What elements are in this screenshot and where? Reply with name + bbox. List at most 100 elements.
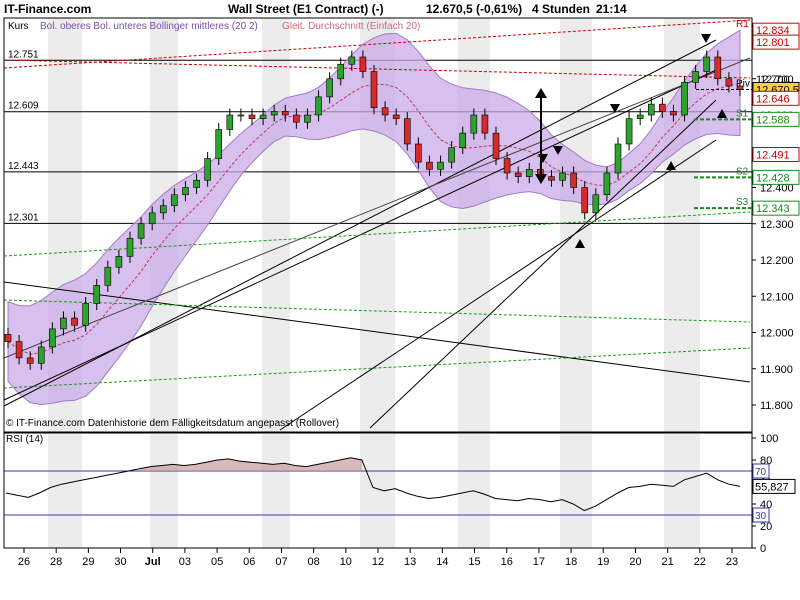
trendline — [3, 57, 751, 359]
chart-title: Wall Street (E1 Contract) (-) — [228, 2, 384, 16]
main-frame — [3, 17, 753, 433]
candle-body — [182, 187, 189, 196]
candle-body — [304, 114, 311, 123]
rsi-current-box — [752, 478, 796, 494]
candle-body — [49, 328, 56, 348]
arrow-up-icon — [535, 88, 547, 98]
signal-up-icon — [575, 239, 585, 248]
candle-body — [315, 96, 322, 116]
level-box — [752, 34, 800, 50]
day-band — [262, 18, 290, 432]
candle-body — [93, 285, 101, 304]
candle-body — [171, 194, 178, 206]
level-value: 12.343 — [756, 203, 790, 215]
signal-up-icon — [666, 161, 676, 170]
candle-body — [681, 82, 688, 116]
candle-body — [392, 114, 400, 119]
x-tick-label: 29 — [82, 556, 94, 568]
rsi-y-tick-label: 0 — [760, 543, 766, 555]
rsi-overbought-fill — [139, 457, 362, 471]
rsi-line — [5, 457, 741, 512]
trendline — [369, 99, 717, 429]
signal-down-icon — [553, 146, 563, 155]
candle-body — [359, 56, 367, 72]
y-tick-label: 12.300 — [760, 219, 794, 231]
level-value: 12.646 — [756, 93, 790, 105]
candle-body — [259, 114, 267, 119]
candle-body — [514, 172, 522, 177]
candle-body — [481, 114, 489, 134]
level-value: 12.428 — [756, 172, 790, 184]
level-name: R1 — [736, 19, 749, 30]
candle-body — [104, 266, 112, 286]
trendline — [279, 139, 717, 431]
trendlines — [3, 19, 751, 431]
candle-body — [614, 143, 622, 174]
y-tick-label: 11.900 — [760, 364, 793, 376]
candle-body — [148, 212, 156, 225]
x-tick-label: 28 — [50, 556, 62, 568]
rsi-panel: 100806040200703055,827 — [4, 433, 796, 555]
rsi-level-box — [752, 463, 770, 479]
x-tick-label: 07 — [275, 556, 287, 568]
rsi-level-label: 30 — [755, 511, 767, 522]
rsi-level-label: 70 — [755, 467, 767, 478]
rsi-day-band — [262, 434, 290, 548]
level-value: 12.491 — [756, 150, 790, 162]
level-name: Piv — [736, 78, 750, 89]
timeframe-label: 4 Stunden — [532, 2, 590, 16]
markers — [535, 34, 727, 248]
candle-body — [326, 78, 333, 98]
candle-body — [426, 161, 433, 170]
candle-body — [237, 114, 245, 117]
trendline — [3, 19, 751, 69]
rsi-y-tick-label: 20 — [760, 521, 772, 533]
signal-down-icon — [701, 34, 711, 43]
level-box — [752, 111, 800, 127]
candle-body — [459, 132, 467, 148]
price-level-label: 12.301 — [8, 212, 39, 223]
candle-body — [548, 176, 555, 181]
candle-body — [670, 111, 677, 116]
candle-body — [714, 56, 722, 80]
candle-body — [725, 78, 733, 87]
candle-body — [248, 114, 256, 119]
price-level-label: 12.609 — [8, 101, 39, 112]
quote-label: 12.670,5 (-0,61%) — [426, 2, 522, 16]
level-box — [752, 200, 800, 216]
x-tick-label: 23 — [726, 556, 738, 568]
candle-body — [381, 107, 389, 116]
x-tick-label: 22 — [694, 556, 706, 568]
legend-kurs: Kurs — [8, 21, 29, 32]
candle-body — [647, 103, 655, 116]
candle-body — [736, 85, 744, 90]
y-tick-label: 11.800 — [760, 400, 793, 412]
candle-body — [581, 187, 589, 214]
rsi-day-band — [360, 434, 395, 548]
rsi-title: RSI (14) — [6, 434, 43, 445]
candle-body — [60, 317, 67, 330]
sma-line — [7, 82, 741, 355]
x-tick-label: 10 — [340, 556, 352, 568]
legend-sma: Gleit. Durchschnitt (Einfach 20) — [282, 21, 420, 32]
price-level-label: 12.443 — [8, 161, 39, 172]
candle-body — [204, 158, 211, 181]
candle-body — [126, 237, 134, 257]
x-tick-label: 21 — [662, 556, 674, 568]
level-box — [752, 90, 800, 106]
y-tick-label: 12.000 — [760, 328, 794, 340]
rsi-day-band — [664, 434, 700, 548]
legend-bollinger: Bol. oberes Bol. unteres Bollinger mittl… — [40, 21, 258, 32]
signal-up-icon — [717, 109, 727, 118]
candle-body — [603, 172, 611, 196]
candle-body — [559, 172, 566, 181]
rsi-level-box — [752, 507, 770, 523]
candle-body — [692, 71, 699, 83]
candle-body — [592, 194, 600, 214]
footer-note: © IT-Finance.com Datenhistorie dem Fälli… — [6, 418, 339, 429]
candle-body — [470, 114, 478, 134]
candle-body — [625, 118, 633, 145]
grid: 12.751 12.609 12.443 12.301 — [4, 49, 752, 224]
